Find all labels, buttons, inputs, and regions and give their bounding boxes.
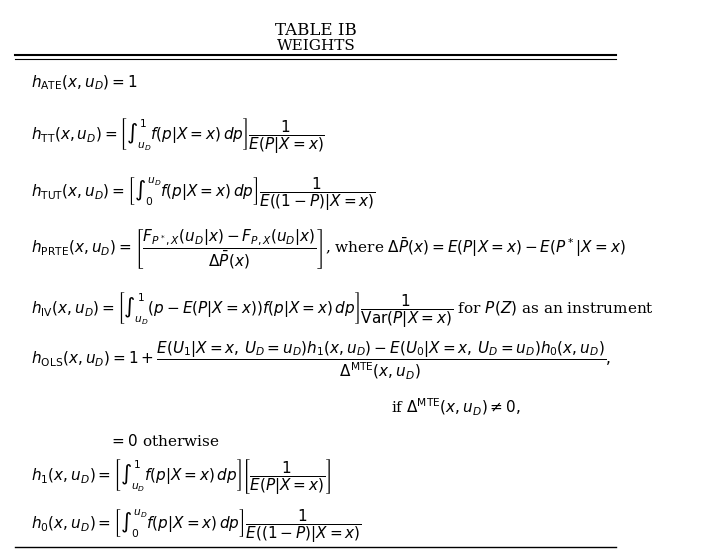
Text: if $\Delta^{\mathrm{MTE}}(x, u_D) \neq 0,$: if $\Delta^{\mathrm{MTE}}(x, u_D) \neq 0… [391,397,521,418]
Text: $h_{\mathrm{TUT}}(x, u_D) = \left[\int_{0}^{u_D} f(p|X=x)\, dp\right]\dfrac{1}{E: $h_{\mathrm{TUT}}(x, u_D) = \left[\int_{… [31,175,376,213]
Text: $= 0$ otherwise: $= 0$ otherwise [109,433,220,449]
Text: WEIGHTS: WEIGHTS [276,39,355,53]
Text: $h_{\mathrm{IV}}(x, u_D) = \left[\int_{u_D}^{1} (p - E(P|X=x))f(p|X=x)\, dp\righ: $h_{\mathrm{IV}}(x, u_D) = \left[\int_{u… [31,291,654,330]
Text: $h_{\mathrm{TT}}(x, u_D) = \left[\int_{u_D}^{1} f(p|X=x)\, dp\right]\dfrac{1}{E(: $h_{\mathrm{TT}}(x, u_D) = \left[\int_{u… [31,116,325,156]
Text: TABLE IB: TABLE IB [275,22,357,39]
Text: $h_1(x, u_D) = \left[\int_{u_D}^{1} f(p|X=x)\, dp\right]\left[\dfrac{1}{E(P|X=x): $h_1(x, u_D) = \left[\int_{u_D}^{1} f(p|… [31,457,331,497]
Text: $h_{\mathrm{ATE}}(x, u_D) = 1$: $h_{\mathrm{ATE}}(x, u_D) = 1$ [31,74,138,92]
Text: $h_0(x, u_D) = \left[\int_{0}^{u_D} f(p|X=x)\, dp\right]\dfrac{1}{E((1-P)|X=x)}$: $h_0(x, u_D) = \left[\int_{0}^{u_D} f(p|… [31,508,362,545]
Text: $h_{\mathrm{OLS}}(x, u_D) = 1 + \dfrac{E(U_1|X=x,\, U_D=u_D)h_1(x, u_D) - E(U_0|: $h_{\mathrm{OLS}}(x, u_D) = 1 + \dfrac{E… [31,339,611,381]
Text: $h_{\mathrm{PRTE}}(x, u_D) = \left[\dfrac{F_{P^*,X}(u_D|x) - F_{P,X}(u_D|x)}{\De: $h_{\mathrm{PRTE}}(x, u_D) = \left[\dfra… [31,228,626,272]
